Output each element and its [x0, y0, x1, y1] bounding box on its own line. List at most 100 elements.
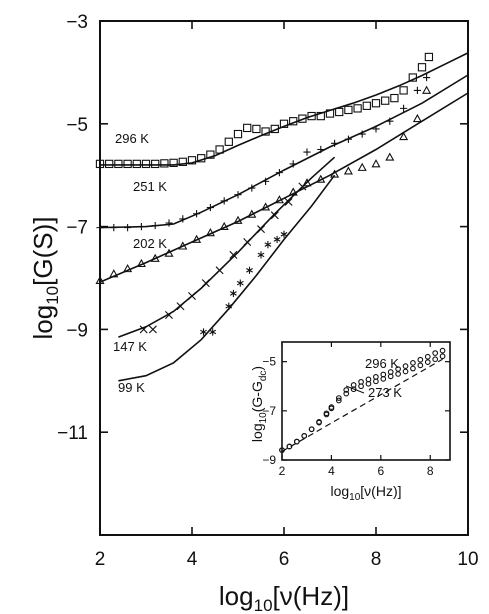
- data-point-s0-16-shape: [243, 123, 252, 133]
- data-point-s0-25: [325, 109, 335, 118]
- data-point-s1-6: [179, 215, 187, 223]
- data-point-s4-7-shape: [264, 240, 272, 249]
- data-point-s1-14-shape: [380, 376, 387, 382]
- data-point-s2-22: [399, 131, 409, 141]
- data-point-s0-22-shape: [298, 114, 307, 123]
- data-point-s0-20-shape: [279, 119, 289, 128]
- data-point-s1-17-shape: [402, 368, 409, 375]
- data-point-s0-6-shape: [151, 159, 160, 169]
- inset-dashed-line: [281, 358, 443, 452]
- data-point-s0-20-shape: [424, 353, 431, 360]
- data-point-s1-14: [380, 376, 387, 382]
- data-point-s2-14: [288, 187, 298, 196]
- data-point-s1-12: [365, 380, 372, 387]
- data-point-s2-0-shape: [95, 275, 105, 284]
- data-point-s1-15-shape: [303, 148, 311, 156]
- data-point-s1-21: [386, 117, 394, 125]
- series-label-251k: 251 K: [133, 179, 167, 194]
- data-point-s2-3: [136, 258, 146, 268]
- data-point-s1-22: [439, 353, 446, 360]
- data-point-s1-20: [372, 125, 380, 133]
- inset-leader-273k: [345, 385, 365, 394]
- data-point-s1-9-shape: [220, 197, 228, 205]
- inset-y-axis-title: log10(G-Gdc): [249, 366, 269, 442]
- data-point-s0-34: [408, 73, 417, 82]
- data-point-s3-0-shape: [139, 325, 148, 334]
- data-point-s2-24: [422, 85, 432, 94]
- data-point-s3-10: [270, 211, 279, 220]
- data-point-s1-4: [151, 221, 159, 230]
- data-point-s1-8: [206, 203, 214, 212]
- data-point-s2-11-shape: [247, 209, 257, 218]
- data-point-s1-14: [289, 160, 297, 168]
- data-point-s0-22: [439, 347, 446, 354]
- data-point-s1-20-shape: [424, 359, 431, 366]
- data-point-s1-12-shape: [262, 177, 270, 185]
- data-point-s0-9: [343, 387, 350, 393]
- data-point-s1-20: [424, 359, 431, 366]
- series-1-points: [96, 73, 431, 232]
- data-point-s0-26: [335, 107, 344, 117]
- data-point-s1-2: [293, 438, 300, 445]
- data-point-s0-30: [371, 99, 381, 108]
- data-point-s1-14-shape: [289, 160, 297, 168]
- data-point-s4-2: [225, 302, 233, 310]
- data-point-s0-12: [206, 150, 215, 159]
- data-point-s0-33: [399, 86, 408, 95]
- data-point-s0-22-shape: [439, 347, 446, 354]
- data-point-s1-6-shape: [323, 411, 330, 418]
- data-point-s3-5-shape: [201, 279, 210, 288]
- data-point-s3-3: [176, 302, 185, 311]
- data-point-s3-9-shape: [257, 225, 265, 234]
- data-point-s0-8-shape: [335, 395, 342, 401]
- data-point-s2-6: [178, 241, 188, 250]
- data-point-s1-18-shape: [344, 135, 352, 143]
- data-point-s0-0: [95, 159, 105, 169]
- data-point-s4-8: [273, 235, 281, 244]
- data-point-s0-11: [197, 154, 206, 163]
- data-point-s0-16: [243, 123, 252, 133]
- data-point-s0-13-shape: [215, 145, 224, 154]
- data-point-s1-7-shape: [328, 405, 335, 412]
- data-point-s2-14-shape: [288, 187, 298, 196]
- data-point-s1-3: [301, 433, 308, 439]
- inset-series-label-296k: 296 K: [365, 356, 399, 371]
- data-point-s1-13-shape: [275, 169, 283, 177]
- data-point-s0-11-shape: [197, 154, 206, 163]
- x-tick-label-2: 2: [279, 464, 286, 478]
- data-point-s4-6-shape: [257, 251, 265, 259]
- data-point-s4-9-shape: [280, 230, 288, 238]
- data-point-s0-34-shape: [408, 73, 417, 82]
- data-point-s1-19: [417, 362, 424, 369]
- data-point-s2-13: [274, 195, 284, 204]
- y-tick-label--7: −7: [66, 218, 88, 239]
- data-point-s0-10: [187, 156, 197, 165]
- data-point-s3-5: [201, 279, 210, 288]
- data-point-s0-19-shape: [417, 356, 424, 363]
- data-point-s3-7-shape: [229, 250, 238, 259]
- data-point-s0-10-shape: [187, 156, 197, 165]
- data-point-s1-20-shape: [372, 125, 380, 133]
- x-tick-label-8: 8: [371, 549, 382, 570]
- data-point-s0-9: [178, 157, 187, 166]
- data-point-s2-21-shape: [385, 152, 395, 161]
- series-4-points: [200, 230, 288, 336]
- data-point-s0-20: [424, 353, 431, 360]
- data-point-s2-20-shape: [371, 159, 381, 168]
- data-point-s1-7: [328, 405, 335, 412]
- data-point-s1-23: [413, 86, 421, 94]
- data-point-s0-18-shape: [410, 360, 416, 366]
- fit-curve-2: [99, 92, 469, 283]
- data-point-s1-22: [400, 104, 408, 112]
- data-point-s2-21: [385, 152, 395, 161]
- data-point-s1-15: [387, 373, 394, 380]
- inset-x-axis-title: log10[ν(Hz)]: [330, 483, 401, 503]
- data-point-s4-7: [264, 240, 272, 249]
- data-point-s1-3-shape: [137, 223, 145, 231]
- data-point-s2-1: [109, 269, 119, 278]
- data-point-s2-1-shape: [109, 269, 119, 278]
- data-point-s2-5: [164, 248, 174, 257]
- data-point-s1-22-shape: [439, 353, 446, 360]
- data-point-s1-24: [423, 73, 431, 82]
- data-point-s0-18-shape: [261, 127, 270, 136]
